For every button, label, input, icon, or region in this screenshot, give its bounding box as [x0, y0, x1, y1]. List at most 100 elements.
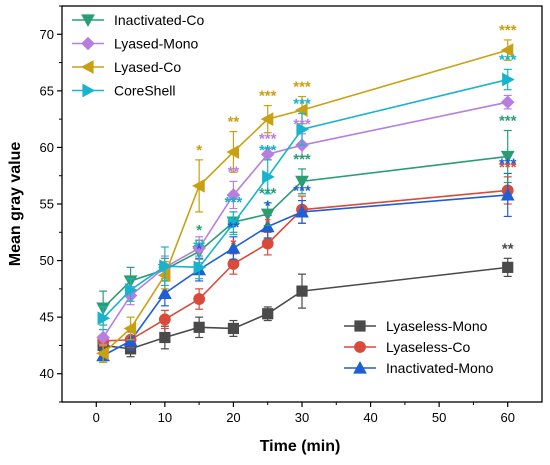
- significance-label: *: [265, 214, 271, 231]
- data-point: [500, 150, 515, 164]
- significance-label: ***: [259, 185, 277, 202]
- y-tick-label: 55: [40, 197, 54, 212]
- series-coreshell: [97, 68, 515, 331]
- significance-label: ***: [293, 183, 311, 200]
- data-point: [123, 321, 137, 336]
- data-point: [502, 72, 515, 87]
- data-point: [296, 285, 308, 297]
- x-axis-title: Time (min): [260, 438, 341, 455]
- significance-label: **: [193, 238, 205, 255]
- significance-label: *: [265, 197, 271, 214]
- x-tick-label: 60: [500, 410, 514, 425]
- x-tick-label: 30: [295, 410, 309, 425]
- data-point: [226, 188, 241, 202]
- data-point: [296, 122, 310, 137]
- significance-label: ***: [499, 159, 517, 176]
- significance-labels: ****************************************…: [193, 22, 516, 257]
- series-line: [102, 194, 508, 357]
- significance-label: ***: [293, 95, 311, 112]
- y-tick-label: 45: [40, 310, 54, 325]
- data-point: [295, 175, 309, 189]
- significance-label: ***: [259, 131, 277, 148]
- y-axis-title: Mean gray value: [7, 142, 24, 267]
- legend-label: Lyaseless-Co: [386, 339, 471, 355]
- data-point: [260, 112, 274, 127]
- legend-top-left: Inactivated-Co Lyased-Mono Lyased-Co CoreSh…: [72, 12, 204, 99]
- data-point: [192, 241, 206, 255]
- data-point: [124, 283, 138, 297]
- data-point: [502, 261, 514, 273]
- legend-marker: [82, 83, 96, 98]
- significance-label: **: [228, 163, 240, 180]
- data-point: [193, 293, 206, 305]
- x-tick-label: 40: [363, 410, 377, 425]
- data-point: [227, 216, 241, 231]
- significance-label: ***: [293, 151, 311, 168]
- x-tick-label: 0: [93, 410, 100, 425]
- legend-label: Lyased-Mono: [114, 36, 199, 52]
- legend-label: Inactivated-Co: [114, 12, 204, 28]
- data-point: [500, 43, 514, 57]
- data-point: [500, 187, 515, 201]
- series-line: [102, 78, 508, 319]
- y-tick-label: 70: [40, 27, 54, 42]
- significance-label: *: [196, 240, 202, 257]
- data-point: [500, 95, 515, 109]
- data-point: [192, 179, 205, 193]
- data-point: [97, 311, 111, 326]
- data-point: [261, 237, 274, 250]
- data-point: [260, 219, 275, 233]
- data-point: [193, 260, 207, 275]
- significance-label: **: [502, 240, 514, 257]
- legend-label: CoreShell: [114, 83, 175, 99]
- significance-label: **: [228, 219, 240, 236]
- significance-label: ***: [293, 79, 311, 96]
- significance-label: ***: [499, 112, 517, 129]
- significance-label: ***: [499, 22, 517, 39]
- data-point: [227, 258, 240, 270]
- y-tick-label: 65: [40, 83, 54, 98]
- significance-label: ***: [499, 155, 517, 172]
- data-point: [295, 204, 309, 218]
- series-line: [103, 189, 508, 342]
- legend-marker: [81, 14, 95, 28]
- y-tick-label: 50: [40, 253, 54, 268]
- data-point: [193, 321, 205, 333]
- significance-label: ***: [225, 194, 243, 211]
- x-tick-label: 10: [158, 410, 172, 425]
- legend-label: Lyaseless-Mono: [386, 318, 488, 334]
- data-point: [226, 241, 241, 254]
- data-point: [96, 346, 109, 361]
- data-point: [123, 333, 138, 347]
- significance-label: *: [231, 236, 237, 253]
- data-point: [159, 331, 171, 344]
- legend-marker: [354, 320, 366, 332]
- series-line: [102, 49, 508, 354]
- data-point: [262, 308, 274, 320]
- axis-ticks: 0 10 20 30 40 50 60 40 45 50 55 60 65 70: [40, 5, 515, 425]
- y-tick-label: 40: [40, 366, 54, 381]
- legend-label: Lyased-Co: [114, 59, 181, 75]
- legend-marker: [354, 341, 366, 353]
- series-line: [102, 155, 508, 309]
- x-tick-label: 20: [226, 410, 240, 425]
- series-line: [103, 266, 508, 350]
- data-point: [260, 208, 275, 222]
- legend-label: Inactivated-Mono: [386, 360, 494, 376]
- data-point: [227, 322, 240, 335]
- series-line: [102, 101, 508, 338]
- x-tick-label: 50: [432, 410, 446, 425]
- legend-marker: [81, 36, 95, 51]
- data-point: [158, 313, 171, 326]
- significance-label: *: [196, 142, 202, 159]
- significance-label: ***: [293, 116, 311, 133]
- y-tick-label: 60: [40, 140, 54, 155]
- series-layer: [96, 39, 515, 363]
- significance-label: *: [196, 222, 202, 239]
- data-point: [262, 169, 275, 184]
- data-point: [159, 259, 172, 274]
- data-point: [226, 145, 240, 159]
- legend-marker: [80, 60, 94, 74]
- data-point: [157, 286, 172, 299]
